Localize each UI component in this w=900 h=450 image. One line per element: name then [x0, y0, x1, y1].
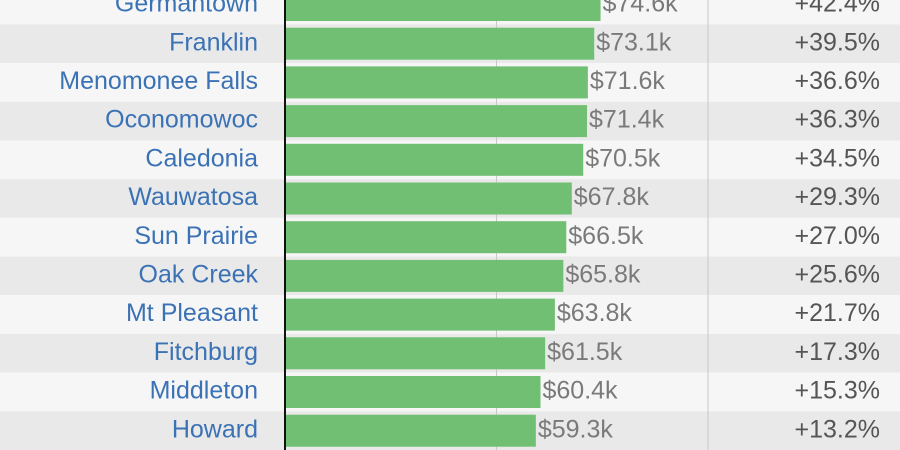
- change-label: +25.6%: [795, 261, 881, 289]
- value-label: $66.5k: [568, 222, 644, 250]
- category-label: Caledonia: [145, 144, 258, 172]
- change-label: +17.3%: [795, 338, 881, 366]
- change-label: +36.6%: [795, 67, 881, 95]
- bar: [285, 182, 572, 215]
- bar: [285, 376, 541, 408]
- category-label: Germantown: [115, 0, 258, 18]
- value-label: $60.4k: [542, 377, 618, 405]
- bar: [285, 105, 588, 138]
- value-label: $71.6k: [590, 67, 666, 95]
- category-label: Menomonee Falls: [59, 67, 258, 95]
- category-label: Howard: [172, 415, 258, 443]
- change-label: +29.3%: [795, 183, 881, 211]
- bar: [285, 143, 584, 176]
- value-label: $63.8k: [557, 299, 633, 327]
- value-label: $61.5k: [547, 338, 623, 366]
- value-label: $59.3k: [538, 415, 614, 443]
- category-label: Fitchburg: [154, 338, 258, 366]
- category-label: Middleton: [150, 377, 258, 405]
- value-label: $70.5k: [585, 144, 661, 172]
- change-label: +36.3%: [795, 106, 881, 134]
- change-label: +42.4%: [795, 0, 881, 18]
- bar: [285, 0, 601, 21]
- change-label: +21.7%: [795, 299, 881, 327]
- change-label: +13.2%: [795, 415, 881, 443]
- bar: [285, 414, 536, 447]
- value-label: $73.1k: [596, 28, 672, 56]
- change-label: +39.5%: [795, 28, 881, 56]
- value-label: $67.8k: [574, 183, 650, 211]
- value-label: $74.6k: [603, 0, 679, 18]
- bar: [285, 66, 588, 99]
- bar: [285, 337, 546, 370]
- bar: [285, 27, 595, 60]
- category-label: Oak Creek: [139, 261, 259, 289]
- category-label: Oconomowoc: [105, 106, 258, 134]
- change-label: +34.5%: [795, 144, 881, 172]
- value-label: $71.4k: [589, 106, 665, 134]
- category-label: Franklin: [169, 28, 258, 56]
- change-label: +15.3%: [795, 377, 881, 405]
- category-label: Sun Prairie: [134, 222, 258, 250]
- bar: [285, 221, 567, 254]
- category-label: Mt Pleasant: [126, 299, 258, 327]
- value-label: $65.8k: [565, 261, 641, 289]
- change-label: +27.0%: [795, 222, 881, 250]
- bar: [285, 298, 555, 331]
- bar: [285, 259, 564, 292]
- category-label: Wauwatosa: [128, 183, 258, 211]
